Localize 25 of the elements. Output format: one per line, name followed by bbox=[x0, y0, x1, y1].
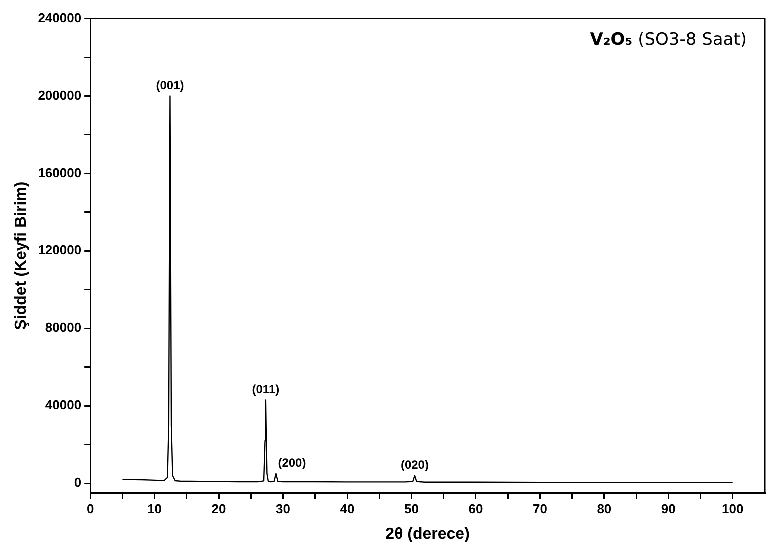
x-tick-label: 80 bbox=[597, 502, 612, 517]
annotation: (001) bbox=[156, 78, 184, 93]
y-axis-title: Şiddet (Keyfi Birim) bbox=[13, 182, 30, 330]
text: V₂O₅ (SO3-8 Saat) bbox=[590, 30, 747, 50]
x-tick-label: 30 bbox=[276, 502, 291, 517]
y-tick-label: 160000 bbox=[38, 165, 82, 180]
annotation: (020) bbox=[400, 458, 429, 472]
x-tick-label: 0 bbox=[86, 502, 94, 517]
y-tick-label: 240000 bbox=[38, 10, 82, 26]
y-tick-label: 200000 bbox=[38, 88, 82, 103]
x-tick-label: 20 bbox=[212, 502, 226, 517]
x-tick-label: 70 bbox=[532, 502, 548, 517]
x-tick-label: 90 bbox=[661, 502, 676, 517]
y-tick-label: 40000 bbox=[45, 398, 82, 413]
y-tick-label: 0 bbox=[74, 475, 82, 490]
x-axis-title: 2θ (derece) bbox=[386, 526, 470, 543]
y-tick-label: 120000 bbox=[38, 242, 82, 258]
y-tick-label: 80000 bbox=[45, 320, 82, 336]
x-tick-label: 60 bbox=[468, 502, 484, 517]
x-tick-label: 40 bbox=[340, 502, 355, 517]
x-tick-label: 10 bbox=[148, 502, 162, 517]
annotation: (011) bbox=[252, 382, 280, 397]
annotation: (200) bbox=[278, 456, 306, 470]
x-tick-label: 50 bbox=[404, 502, 419, 517]
x-tick-label: 100 bbox=[722, 502, 744, 517]
